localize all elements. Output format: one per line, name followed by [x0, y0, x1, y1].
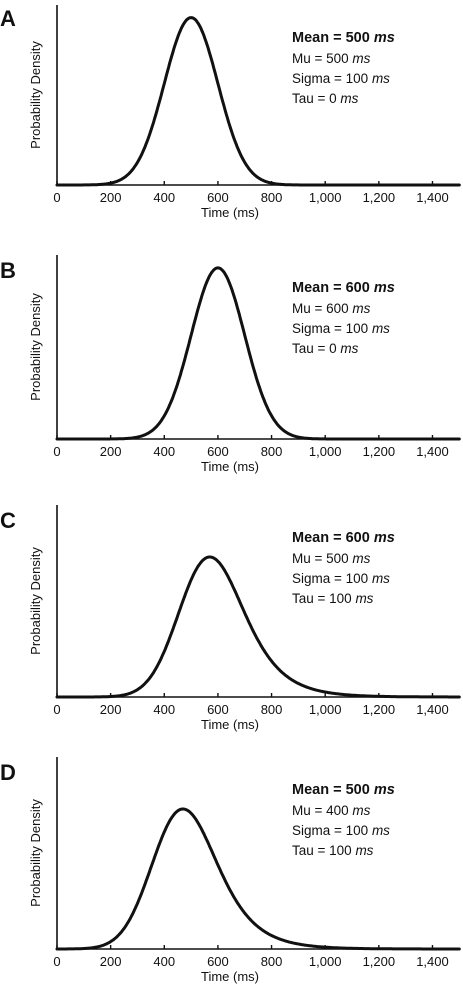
annotation-line: Mean = 500 ms: [292, 30, 395, 46]
annotation-line: Mu = 500 ms: [292, 51, 371, 66]
x-tick-label: 0: [53, 190, 60, 205]
density-curve: [55, 807, 461, 951]
annotation-line: Sigma = 100 ms: [292, 321, 390, 336]
annotation-line: Tau = 0 ms: [292, 91, 359, 106]
y-axis-label: Probability Density: [28, 293, 43, 401]
x-axis-label: Time (ms): [201, 717, 259, 732]
x-tick-label: 200: [100, 444, 122, 459]
x-tick-label: 600: [207, 190, 229, 205]
y-axis-label: Probability Density: [28, 547, 43, 655]
x-tick-label: 400: [153, 190, 175, 205]
density-curve: [55, 266, 461, 441]
y-axis-label: Probability Density: [28, 799, 43, 907]
density-curve: [55, 555, 461, 699]
annotation-line: Mean = 600 ms: [292, 280, 395, 296]
x-tick-label: 0: [53, 702, 60, 717]
x-tick-label: 1,200: [363, 190, 396, 205]
x-tick-label: 1,400: [416, 444, 449, 459]
x-tick-label: 1,400: [416, 954, 449, 969]
x-tick-label: 600: [207, 444, 229, 459]
x-tick-label: 1,400: [416, 190, 449, 205]
annotation-line: Sigma = 100 ms: [292, 823, 390, 838]
x-tick-label: 200: [100, 954, 122, 969]
x-axis-label: Time (ms): [201, 459, 259, 474]
x-tick-label: 800: [261, 702, 283, 717]
x-tick-label: 800: [261, 954, 283, 969]
panel-letter: D: [0, 760, 16, 785]
annotation-line: Mean = 600 ms: [292, 530, 395, 546]
panel-b: B 0 200 400 600 800 1,000 1,200 1,400 Time (ms) Pr…: [0, 255, 461, 474]
density-curve: [55, 16, 461, 187]
x-tick-label: 1,200: [363, 444, 396, 459]
annotation-line: Tau = 100 ms: [292, 591, 374, 606]
x-tick-label: 1,400: [416, 702, 449, 717]
annotation-line: Mean = 500 ms: [292, 782, 395, 798]
annotation-line: Sigma = 100 ms: [292, 71, 390, 86]
annotation-line: Sigma = 100 ms: [292, 571, 390, 586]
annotation-line: Mu = 400 ms: [292, 803, 371, 818]
x-tick-label: 1,200: [363, 954, 396, 969]
x-tick-label: 800: [261, 444, 283, 459]
x-tick-label: 200: [100, 702, 122, 717]
x-tick-label: 1,200: [363, 702, 396, 717]
x-tick-label: 1,000: [309, 954, 342, 969]
x-axis-label: Time (ms): [201, 205, 259, 220]
x-tick-label: 400: [153, 444, 175, 459]
x-tick-label: 800: [261, 190, 283, 205]
y-axis-label: Probability Density: [28, 41, 43, 149]
annotation-line: Mu = 600 ms: [292, 301, 371, 316]
panel-c: C 0 200 400 600 800 1,000 1,200 1,400 Time (ms) Pr…: [0, 505, 461, 732]
panel-d: D 0 200 400 600 800 1,000 1,200 1,400 Time (ms) Pr…: [0, 757, 461, 984]
panel-a: A 0 200 400 600 800 1,000 1,200 1,400 Time (ms) Pr…: [0, 5, 461, 220]
panel-letter: B: [0, 258, 16, 283]
panel-letter: A: [0, 6, 16, 31]
panel-letter: C: [0, 508, 16, 533]
x-tick-label: 0: [53, 954, 60, 969]
x-axis-label: Time (ms): [201, 969, 259, 984]
annotation-line: Tau = 0 ms: [292, 341, 359, 356]
x-tick-label: 600: [207, 954, 229, 969]
annotation-line: Mu = 500 ms: [292, 551, 371, 566]
annotation-line: Tau = 100 ms: [292, 843, 374, 858]
x-tick-label: 1,000: [309, 190, 342, 205]
x-tick-label: 400: [153, 954, 175, 969]
x-tick-label: 1,000: [309, 702, 342, 717]
x-tick-label: 400: [153, 702, 175, 717]
x-tick-label: 600: [207, 702, 229, 717]
x-tick-label: 1,000: [309, 444, 342, 459]
x-tick-label: 0: [53, 444, 60, 459]
x-tick-label: 200: [100, 190, 122, 205]
